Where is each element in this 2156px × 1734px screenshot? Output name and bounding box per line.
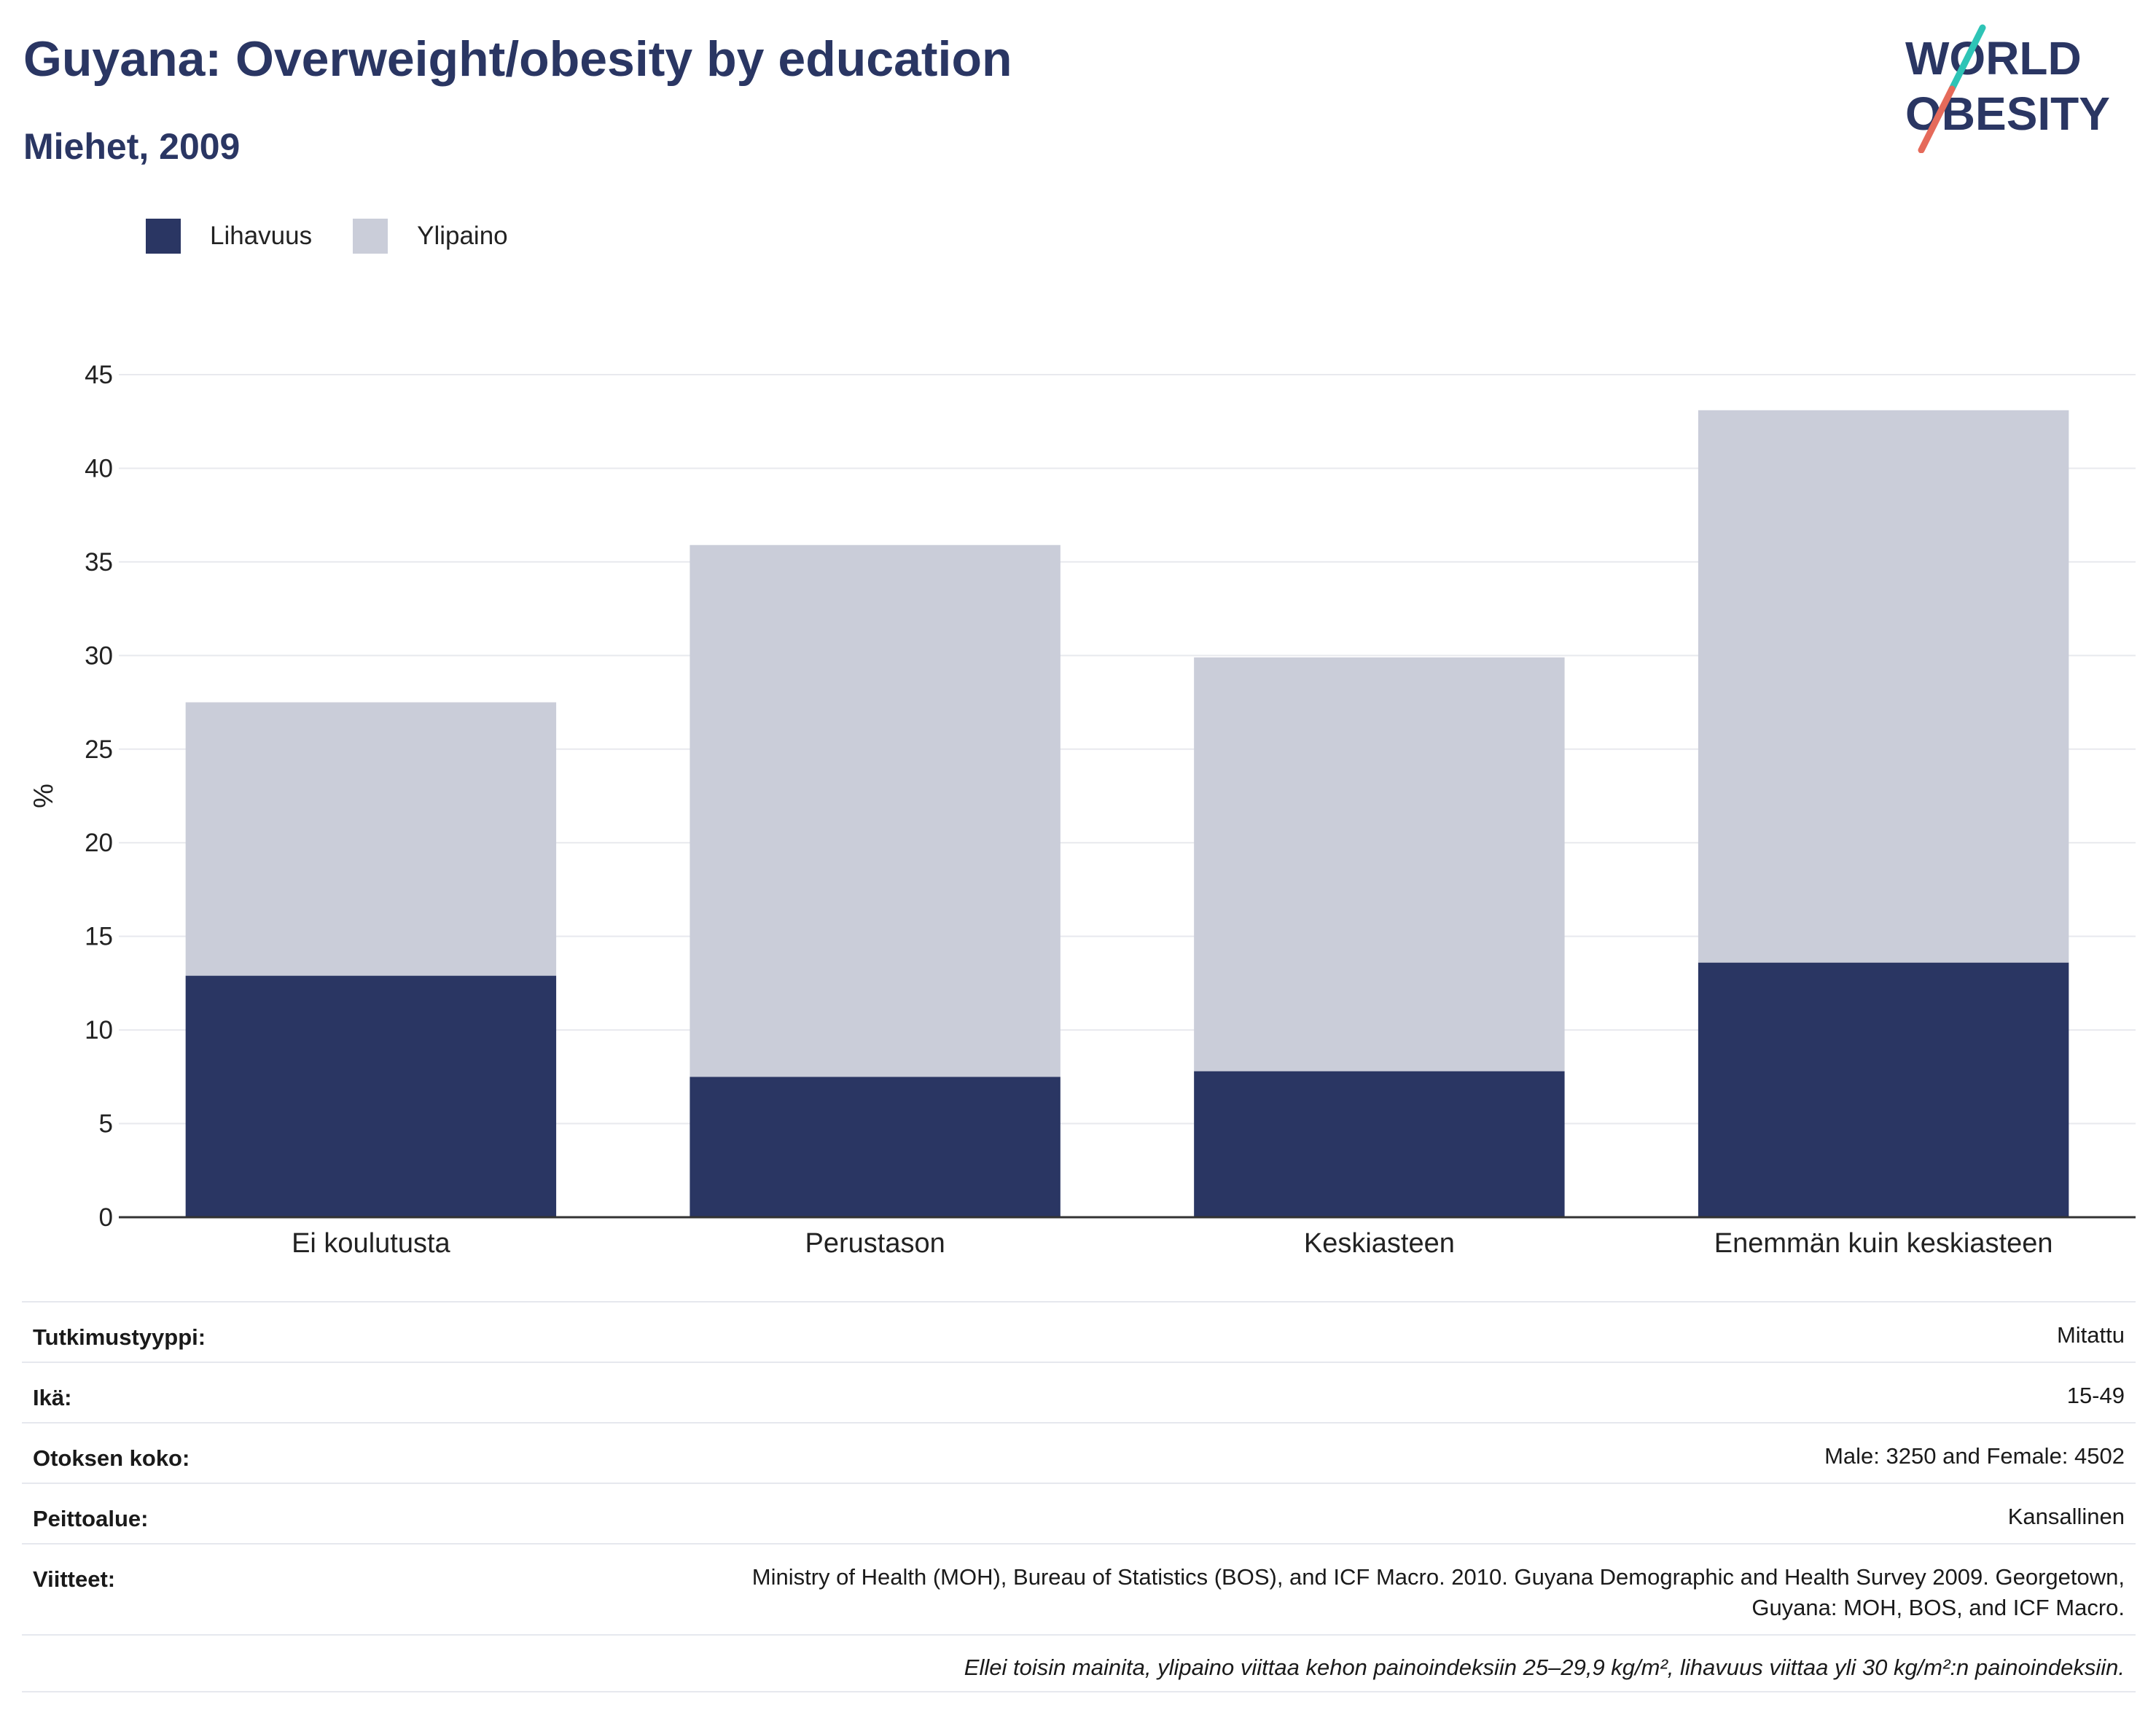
info-key: Viitteet: [33,1566,116,1592]
x-category-label: Ei koulutusta [292,1228,450,1259]
reference-line-2: Guyana: MOH, BOS, and ICF Macro. [1751,1595,2125,1620]
info-key: Ikä: [33,1385,72,1410]
info-key: Peittoalue: [33,1506,149,1531]
chart-subtitle: Miehet, 2009 [23,126,241,167]
y-tick-label: 25 [85,735,113,764]
legend-swatch-overweight [353,219,388,254]
info-value: Ministry of Health (MOH), Bureau of Stat… [752,1562,2125,1623]
y-tick-label: 10 [85,1016,113,1044]
chart-title: Guyana: Overweight/obesity by education [23,31,1012,87]
bar-chart: 0 5 10 15 20 25 30 35 40 45% Ei koulutusta Perustas… [28,361,2136,1259]
y-tick-label: 20 [85,829,113,857]
info-value: Male: 3250 and Female: 4502 [1824,1443,2125,1469]
y-tick-label: 5 [99,1110,113,1139]
y-tick-label: 15 [85,923,113,951]
info-table: Tutkimustyyppi: Mitattu Ikä: 15-49 Otoks… [22,1301,2136,1692]
info-row-sample-size: Otoksen koko: Male: 3250 and Female: 450… [22,1422,2136,1483]
y-tick-label: 0 [99,1203,113,1232]
svg-text:WORLD: WORLD [1905,32,2082,85]
legend-swatch-obesity [146,219,181,254]
bar-obesity [690,1077,1061,1217]
info-row-coverage: Peittoalue: Kansallinen [22,1483,2136,1543]
info-row-age: Ikä: 15-49 [22,1362,2136,1422]
x-category-label: Enemmän kuin keskiasteen [1714,1228,2053,1259]
y-tick-label: 35 [85,548,113,577]
bar-overweight [1194,657,1565,1071]
reference-line-1: Ministry of Health (MOH), Bureau of Stat… [751,1564,2125,1590]
info-value: 15-49 [2066,1383,2125,1408]
y-tick-label: 30 [85,641,113,670]
bar-obesity [185,975,557,1217]
bar-obesity [1698,962,2069,1217]
bar-overweight [1698,410,2069,963]
legend-item-overweight[interactable]: Ylipaino [353,219,508,254]
y-axis-label: % [28,784,59,808]
info-row-references: Viitteet: Ministry of Health (MOH), Bure… [22,1543,2136,1634]
info-key: Otoksen koko: [33,1445,190,1471]
bar-obesity [1194,1071,1565,1217]
info-value: Kansallinen [2007,1504,2125,1529]
chart-legend: Lihavuus Ylipaino [146,219,549,254]
legend-item-obesity[interactable]: Lihavuus [146,219,312,254]
legend-label-obesity: Lihavuus [210,222,313,250]
y-tick-label: 45 [85,361,113,389]
x-category-label: Keskiasteen [1304,1228,1455,1259]
x-category-label: Perustason [805,1228,945,1259]
info-value: Mitattu [2056,1322,2125,1348]
bar-overweight [185,702,557,976]
info-row-study-type: Tutkimustyyppi: Mitattu [22,1301,2136,1362]
world-obesity-logo: WORLD OBESITY [1905,24,2110,153]
definition-note: Ellei toisin mainita, ylipaino viittaa k… [22,1634,2136,1692]
bar-overweight [690,544,1061,1077]
legend-label-overweight: Ylipaino [417,222,508,250]
info-key: Tutkimustyyppi: [33,1324,206,1350]
y-tick-label: 40 [85,454,113,483]
